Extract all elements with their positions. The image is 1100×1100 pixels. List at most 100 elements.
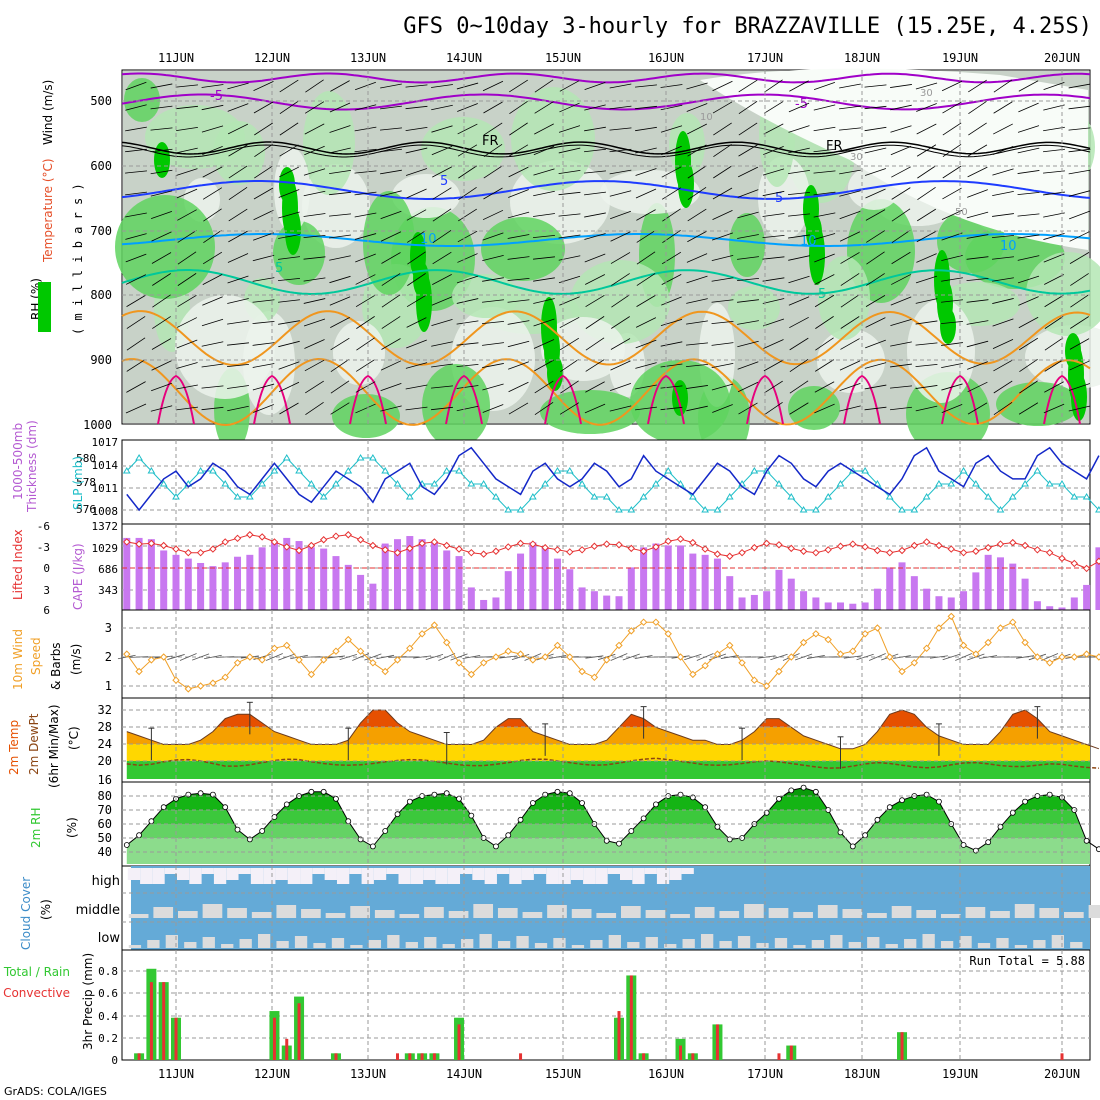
wind-barb-603 — [1070, 316, 1089, 329]
lifted-index-point-76 — [1058, 554, 1066, 563]
cloud-mid-gap-23 — [694, 907, 715, 918]
lifted-index-point-50 — [738, 548, 746, 557]
wind10-barb-42 — [634, 654, 653, 660]
wind-barb-413 — [763, 359, 784, 372]
wind10-tick-1: 2 — [105, 650, 112, 664]
wind-barb-137 — [329, 275, 351, 284]
rh-point-72 — [1009, 809, 1016, 816]
precip-tick-4: 0 — [111, 1054, 118, 1067]
wind-barb-268 — [533, 339, 555, 349]
wind-barb-82 — [254, 122, 273, 136]
wind-barb-30 — [151, 382, 172, 392]
cloud-mid-gap-19 — [596, 913, 617, 918]
cloud-mid-gap-38 — [1064, 912, 1084, 918]
wind-barb-264 — [533, 256, 555, 260]
wind10-barb-52 — [757, 655, 776, 659]
wind10-point-65 — [922, 644, 931, 653]
wind-barb-129 — [329, 102, 351, 113]
wind-barb-71 — [228, 230, 248, 243]
wind-barb-145 — [354, 104, 377, 111]
wind-barb-524 — [941, 342, 963, 346]
wind-barb-117 — [303, 190, 326, 197]
rh-point-70 — [985, 839, 992, 846]
cape-bar-7 — [209, 566, 217, 610]
precip-conv-bar-40 — [617, 1011, 621, 1060]
wind-barb-401 — [763, 101, 784, 114]
cape-bar-26 — [443, 550, 451, 610]
cloud-mid-gap-6 — [276, 905, 297, 918]
wind-barb-376 — [711, 254, 734, 262]
cloud-low-gap-8 — [276, 941, 289, 948]
wind-barb-496 — [915, 82, 938, 90]
wind-barb-330 — [636, 295, 656, 307]
bottom-day-label-2: 13JUN — [350, 1067, 386, 1081]
wind10-point-36 — [566, 653, 574, 661]
wind-barb-9 — [125, 274, 147, 285]
wind-barb-374 — [712, 209, 733, 221]
wind10-point-73 — [1021, 638, 1029, 647]
thickness-point-57 — [824, 493, 833, 500]
thickness-point-65 — [922, 493, 931, 500]
wind-barb-240 — [509, 79, 528, 93]
wind-barb-470 — [865, 209, 886, 221]
cloud-low-gap-23 — [553, 938, 566, 948]
wind-barb-550 — [992, 213, 1014, 217]
precip-conv-bar-17 — [334, 1053, 338, 1060]
wind10-label-4: (m/s) — [69, 644, 83, 675]
wind-barb-552 — [992, 256, 1014, 260]
wind-barb-303 — [584, 403, 606, 414]
wind-barb-386 — [738, 122, 758, 136]
lifted-index-point-64 — [910, 541, 919, 550]
wind10-point-77 — [1070, 653, 1079, 661]
rh-point-58 — [837, 829, 844, 836]
wind-barb-291 — [584, 148, 606, 153]
wind-barb-515 — [942, 143, 962, 158]
wind-barb-342 — [662, 208, 681, 222]
thickness-point-30 — [492, 493, 500, 500]
wind-barb-247 — [507, 234, 530, 239]
lifted-index-point-57 — [824, 546, 832, 554]
wind-barb-109 — [278, 361, 300, 370]
wind-barb-483 — [890, 145, 912, 156]
wind-barb-130 — [329, 125, 351, 133]
lifted-index-point-60 — [861, 543, 869, 551]
wind-barb-356 — [687, 165, 707, 179]
cloud-mid-gap-3 — [202, 904, 223, 918]
contour-label-8: 5 — [275, 261, 283, 276]
wind10-point-3 — [159, 653, 168, 661]
wind-barb-526 — [941, 383, 963, 391]
rh-point-39 — [603, 837, 610, 844]
wind-barb-514 — [942, 122, 962, 136]
wind10-barb-59 — [843, 655, 862, 659]
wind-barb-450 — [839, 127, 861, 131]
wind-barb-402 — [763, 123, 784, 135]
rh-point-36 — [566, 790, 573, 797]
cape-bar-59 — [849, 603, 857, 610]
wind10-point-35 — [553, 641, 562, 650]
wind10-barb-6 — [192, 653, 210, 661]
lifted-index-point-69 — [972, 547, 980, 555]
wind-barb-380 — [711, 342, 734, 346]
wind-barb-560 — [1018, 80, 1039, 92]
wind-barb-50 — [201, 125, 224, 133]
wind10-barb-18 — [339, 654, 358, 660]
rh-shade-41 — [333, 321, 385, 385]
wind-barb-159 — [355, 403, 376, 414]
cloud-low-gap-32 — [719, 941, 732, 948]
contour-label-14: 50 — [955, 207, 968, 218]
wind10-point-41 — [627, 627, 636, 635]
rh-shade-42 — [422, 364, 490, 448]
lifted-index-point-49 — [726, 552, 734, 560]
wind-barb-341 — [661, 187, 682, 200]
wind-barb-452 — [839, 169, 861, 175]
wind10-point-58 — [836, 650, 845, 658]
wind-barb-554 — [992, 298, 1014, 304]
wind-barb-98 — [279, 122, 299, 136]
lifted-index-point-43 — [652, 543, 660, 551]
wind10-point-33 — [529, 656, 537, 664]
wind-barb-146 — [354, 126, 377, 132]
wind-barb-244 — [508, 166, 529, 178]
lifted-index-point-11 — [258, 533, 266, 541]
wind10-point-59 — [849, 647, 857, 655]
wind10-barb-20 — [364, 653, 382, 661]
